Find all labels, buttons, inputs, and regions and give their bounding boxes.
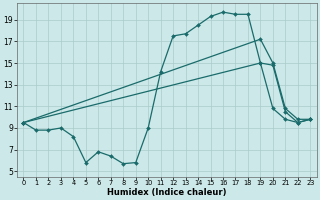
X-axis label: Humidex (Indice chaleur): Humidex (Indice chaleur) — [107, 188, 227, 197]
